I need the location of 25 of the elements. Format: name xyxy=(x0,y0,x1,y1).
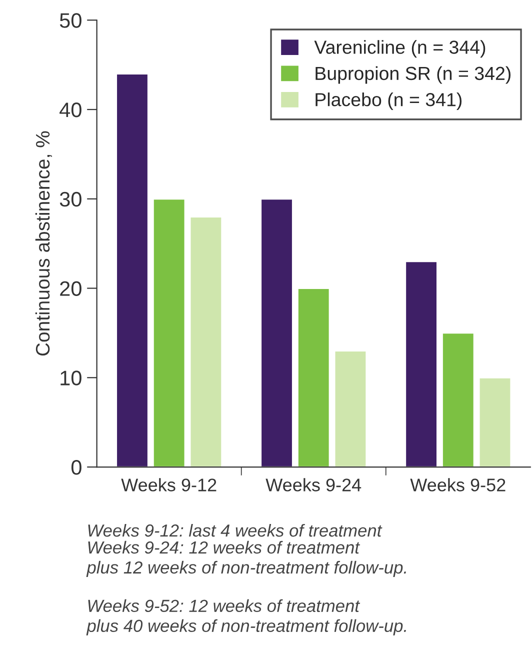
y-tick-label: 50 xyxy=(60,13,82,28)
y-tick-label: 40 xyxy=(60,102,82,118)
y-tick-label: 0 xyxy=(71,460,82,475)
bar xyxy=(334,350,368,468)
x-tick-label: Weeks 9-24 xyxy=(266,478,362,492)
text: Weeks 9-12: last 4 weeks of treatment xyxy=(88,524,382,537)
y-tick-label: 20 xyxy=(60,281,82,296)
legend-label: Varenicline (n = 344) xyxy=(314,40,486,58)
x-tick-label: Weeks 9-12 xyxy=(121,478,216,492)
legend-label: Placebo (n = 341) xyxy=(316,92,462,110)
y-tick-label: 10 xyxy=(60,370,82,386)
legend-label: Bupropion SR (n = 342) xyxy=(316,66,510,84)
bar xyxy=(152,198,186,468)
bar xyxy=(260,198,294,468)
text: Weeks 9-52: 12 weeks of treatment plus 40 weeks of non-treatment follow-up. xyxy=(86,599,406,636)
y-axis-title: Continuous abstinence, % xyxy=(35,131,52,356)
bar xyxy=(404,260,438,468)
bar xyxy=(478,376,512,468)
text: Weeks 9-24: 12 weeks of treatment plus 12 weeks of non-treatment follow-up. xyxy=(86,540,406,578)
bar xyxy=(189,216,223,468)
bar xyxy=(297,288,330,468)
bar xyxy=(442,332,475,468)
x-tick-label: Weeks 9-52 xyxy=(410,478,506,492)
bar xyxy=(116,73,149,468)
y-tick-label: 30 xyxy=(60,192,82,207)
